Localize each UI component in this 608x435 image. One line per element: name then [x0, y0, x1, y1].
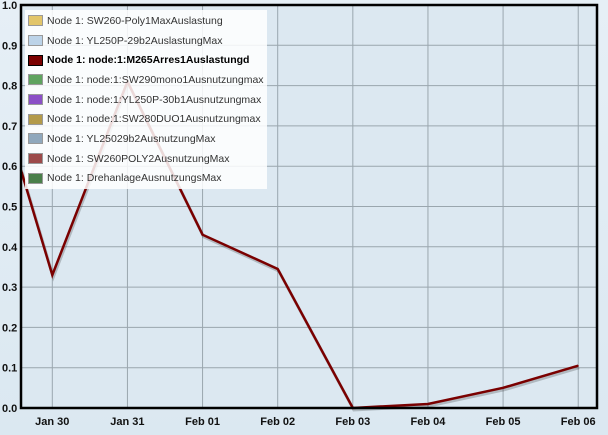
legend-swatch	[28, 74, 43, 86]
x-tick-label: Feb 04	[411, 416, 447, 428]
y-tick-label: 0.9	[2, 40, 17, 52]
legend-label: Node 1: node:1:SW280DUO1Ausnutzungmax	[47, 113, 261, 126]
legend-swatch	[28, 94, 43, 106]
legend-swatch	[28, 153, 43, 165]
plot-border	[19, 3, 599, 410]
data-point	[577, 365, 579, 367]
legend-label: Node 1: node:1:SW290mono1Ausnutzungmax	[47, 73, 264, 86]
y-tick-label: 0.6	[2, 161, 17, 173]
data-point	[427, 403, 429, 405]
legend-label: Node 1: YL25029b2AusnutzungMax	[47, 132, 216, 145]
legend-label: Node 1: DrehanlageAusnutzungsMax	[47, 172, 222, 185]
x-tick-label: Feb 06	[561, 416, 596, 428]
x-tick-label: Feb 03	[335, 416, 370, 428]
legend-item[interactable]: Node 1: node:1:YL250P-30b1Ausnutzungmax	[25, 90, 267, 110]
legend-label: Node 1: YL250P-29b2AuslastungMax	[47, 34, 223, 47]
y-tick-label: 0.7	[2, 121, 17, 133]
y-tick-label: 0.5	[2, 202, 17, 214]
legend-swatch	[28, 35, 43, 47]
y-tick-label: 1.0	[2, 0, 17, 12]
y-tick-label: 0.2	[2, 322, 17, 334]
x-tick-label: Jan 30	[35, 416, 69, 428]
legend-item[interactable]: Node 1: node:1:M265Arres1Auslastungd	[25, 50, 267, 70]
data-point	[502, 387, 504, 389]
data-point	[202, 234, 204, 236]
legend: Node 1: SW260-Poly1MaxAuslastung Node 1: …	[25, 10, 267, 190]
data-point	[277, 268, 279, 270]
x-tick-label: Feb 02	[260, 416, 295, 428]
y-tick-label: 0.8	[2, 81, 17, 93]
x-tick-label: Jan 31	[110, 416, 144, 428]
x-tick-label: Feb 05	[486, 416, 521, 428]
legend-label: Node 1: node:1:YL250P-30b1Ausnutzungmax	[47, 93, 262, 106]
legend-item[interactable]: Node 1: node:1:SW280DUO1Ausnutzungmax	[25, 109, 267, 129]
y-tick-label: 0.0	[2, 403, 17, 415]
legend-label: Node 1: node:1:M265Arres1Auslastungd	[47, 54, 250, 67]
legend-swatch	[28, 54, 43, 66]
y-tick-label: 0.4	[2, 242, 18, 254]
y-tick-label: 0.1	[2, 363, 17, 375]
legend-swatch	[28, 113, 43, 125]
legend-item[interactable]: Node 1: SW260-Poly1MaxAuslastung	[25, 11, 267, 31]
x-tick-label: Feb 01	[185, 416, 220, 428]
legend-item[interactable]: Node 1: DrehanlageAusnutzungsMax	[25, 169, 267, 189]
legend-label: Node 1: SW260-Poly1MaxAuslastung	[47, 14, 223, 27]
legend-label: Node 1: SW260POLY2AusnutzungMax	[47, 152, 230, 165]
legend-item[interactable]: Node 1: node:1:SW290mono1Ausnutzungmax	[25, 70, 267, 90]
legend-swatch	[28, 172, 43, 184]
y-tick-label: 0.3	[2, 282, 17, 294]
legend-swatch	[28, 133, 43, 145]
legend-item[interactable]: Node 1: SW260POLY2AusnutzungMax	[25, 149, 267, 169]
data-point	[51, 274, 53, 276]
legend-item[interactable]: Node 1: YL250P-29b2AuslastungMax	[25, 31, 267, 51]
legend-item[interactable]: Node 1: YL25029b2AusnutzungMax	[25, 129, 267, 149]
legend-swatch	[28, 15, 43, 27]
